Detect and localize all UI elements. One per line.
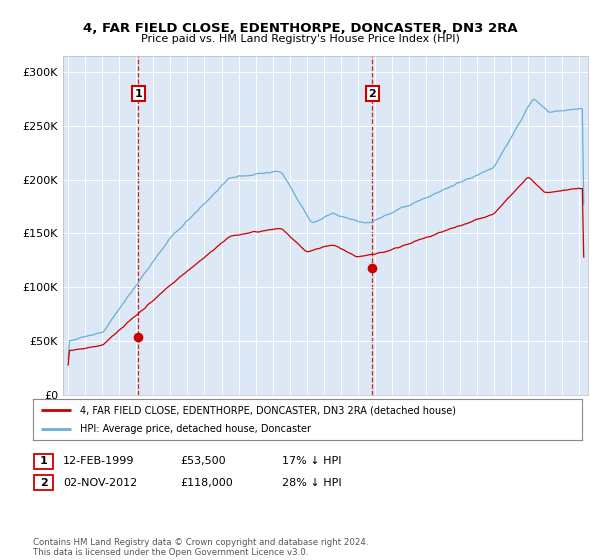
Text: 12-FEB-1999: 12-FEB-1999 bbox=[63, 456, 134, 466]
Text: HPI: Average price, detached house, Doncaster: HPI: Average price, detached house, Donc… bbox=[80, 424, 311, 433]
Text: 1: 1 bbox=[134, 88, 142, 99]
Text: Contains HM Land Registry data © Crown copyright and database right 2024.
This d: Contains HM Land Registry data © Crown c… bbox=[33, 538, 368, 557]
Text: 28% ↓ HPI: 28% ↓ HPI bbox=[282, 478, 341, 488]
Text: 4, FAR FIELD CLOSE, EDENTHORPE, DONCASTER, DN3 2RA (detached house): 4, FAR FIELD CLOSE, EDENTHORPE, DONCASTE… bbox=[80, 405, 455, 415]
Text: 1: 1 bbox=[40, 456, 47, 466]
Text: 2: 2 bbox=[40, 478, 47, 488]
Text: 4, FAR FIELD CLOSE, EDENTHORPE, DONCASTER, DN3 2RA: 4, FAR FIELD CLOSE, EDENTHORPE, DONCASTE… bbox=[83, 22, 517, 35]
Text: £53,500: £53,500 bbox=[180, 456, 226, 466]
Text: Price paid vs. HM Land Registry's House Price Index (HPI): Price paid vs. HM Land Registry's House … bbox=[140, 34, 460, 44]
Text: £118,000: £118,000 bbox=[180, 478, 233, 488]
Text: 17% ↓ HPI: 17% ↓ HPI bbox=[282, 456, 341, 466]
Text: 02-NOV-2012: 02-NOV-2012 bbox=[63, 478, 137, 488]
Text: 2: 2 bbox=[368, 88, 376, 99]
